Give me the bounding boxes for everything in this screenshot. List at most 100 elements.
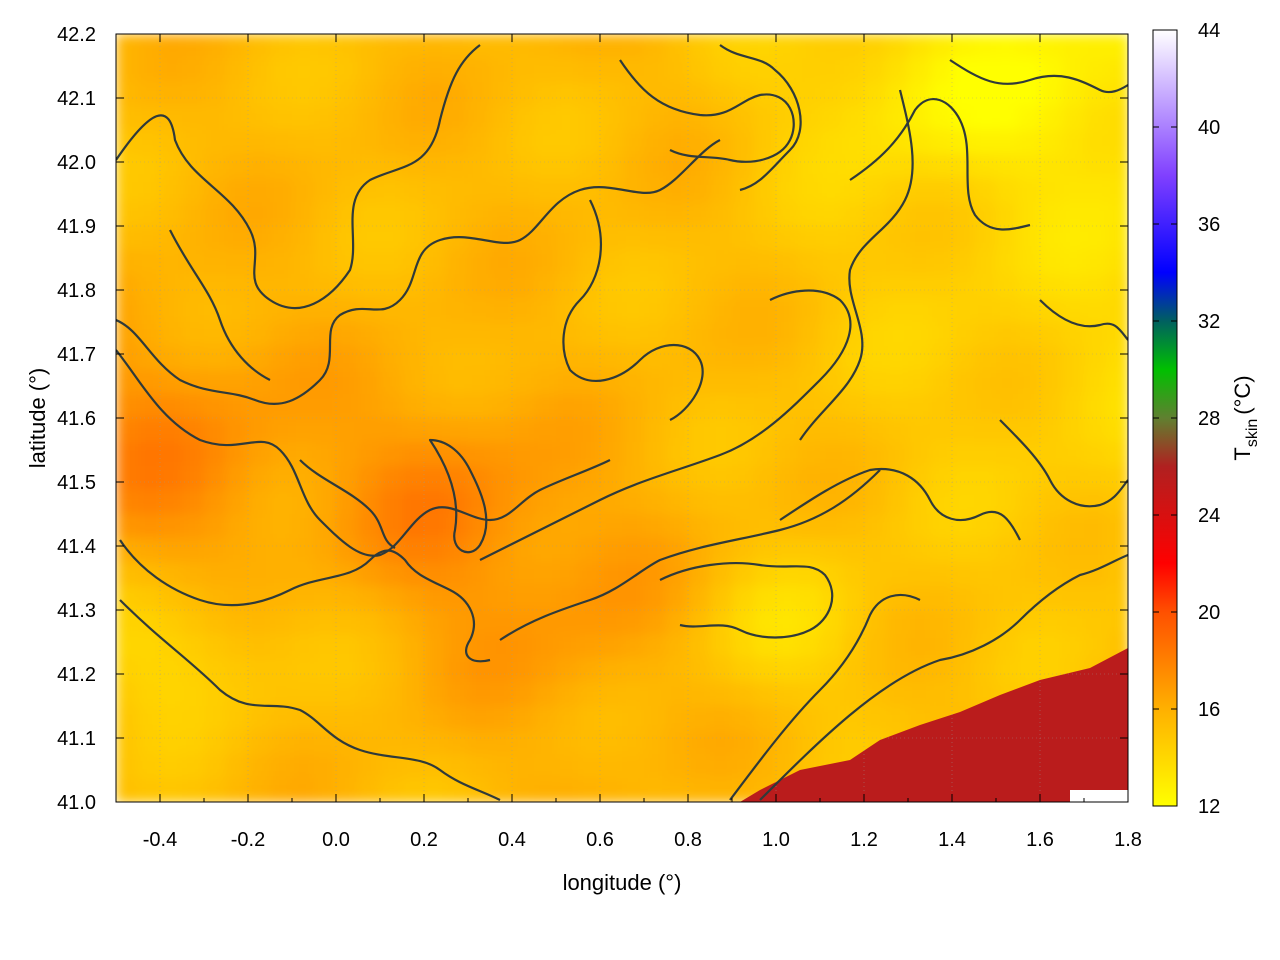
field-cell — [490, 730, 513, 755]
field-cell — [380, 754, 403, 779]
field-cell — [1084, 466, 1107, 491]
field-cell — [358, 226, 381, 251]
field-cell — [732, 514, 755, 539]
field-cell — [138, 346, 161, 371]
field-cell — [116, 706, 139, 731]
field-cell — [842, 586, 865, 611]
field-cell — [622, 514, 645, 539]
field-cell — [380, 514, 403, 539]
field-cell — [820, 106, 843, 131]
field-cell — [292, 346, 315, 371]
contour-line — [659, 562, 834, 639]
field-cell — [1018, 250, 1041, 275]
field-cell — [380, 274, 403, 299]
field-cell — [886, 58, 909, 83]
field-cell — [314, 394, 337, 419]
field-cell — [402, 778, 425, 802]
field-cell — [1106, 178, 1128, 203]
field-cell — [336, 106, 359, 131]
contour-line — [116, 349, 611, 557]
field-cell — [666, 490, 689, 515]
field-cell — [1084, 322, 1107, 347]
field-cell — [248, 778, 271, 802]
field-cell — [754, 754, 777, 779]
field-cell — [1084, 178, 1107, 203]
field-cell — [1084, 130, 1107, 155]
field-cell — [798, 586, 821, 611]
field-cell — [226, 274, 249, 299]
field-cell — [292, 154, 315, 179]
field-cell — [688, 178, 711, 203]
field-cell — [842, 490, 865, 515]
field-cell — [160, 298, 183, 323]
field-cell — [710, 298, 733, 323]
field-cell — [996, 298, 1019, 323]
field-cell — [908, 82, 931, 107]
field-cell — [776, 514, 799, 539]
field-cell — [138, 274, 161, 299]
field-cell — [116, 562, 139, 587]
field-cell — [578, 394, 601, 419]
field-cell — [754, 442, 777, 467]
field-cell — [182, 298, 205, 323]
field-cell — [424, 634, 447, 659]
field-cell — [556, 322, 579, 347]
field-cell — [1106, 34, 1128, 59]
field-cell — [952, 610, 975, 635]
field-cell — [556, 370, 579, 395]
field-cell — [336, 322, 359, 347]
field-cell — [622, 106, 645, 131]
field-cell — [336, 730, 359, 755]
field-cell — [248, 130, 271, 155]
field-cell — [600, 730, 623, 755]
field-cell — [182, 322, 205, 347]
field-cell — [820, 562, 843, 587]
field-cell — [710, 370, 733, 395]
x-axis-label: longitude (°) — [563, 870, 682, 895]
field-cell — [930, 154, 953, 179]
field-cell — [644, 226, 667, 251]
field-cell — [446, 394, 469, 419]
field-cell — [358, 610, 381, 635]
field-cell — [512, 778, 535, 802]
field-cell — [138, 730, 161, 755]
field-cell — [732, 442, 755, 467]
field-cell — [446, 250, 469, 275]
field-cell — [468, 754, 491, 779]
field-cell — [512, 130, 535, 155]
field-cell — [380, 226, 403, 251]
field-cell — [644, 682, 667, 707]
field-cell — [644, 418, 667, 443]
field-cell — [688, 754, 711, 779]
field-cell — [182, 154, 205, 179]
field-cell — [1018, 634, 1041, 659]
field-cell — [446, 730, 469, 755]
field-cell — [688, 202, 711, 227]
field-cell — [578, 754, 601, 779]
field-cell — [446, 346, 469, 371]
field-cell — [622, 250, 645, 275]
field-cell — [644, 730, 667, 755]
field-cell — [314, 130, 337, 155]
field-cell — [314, 226, 337, 251]
field-cell — [446, 82, 469, 107]
field-cell — [688, 274, 711, 299]
field-cell — [204, 658, 227, 683]
field-cell — [820, 130, 843, 155]
field-cell — [688, 778, 711, 802]
field-cell — [908, 418, 931, 443]
field-cell — [138, 418, 161, 443]
field-cell — [1062, 538, 1085, 563]
field-cell — [358, 154, 381, 179]
field-cell — [732, 706, 755, 731]
field-cell — [424, 370, 447, 395]
field-cell — [226, 466, 249, 491]
y-tick-label: 41.1 — [57, 728, 96, 750]
field-cell — [798, 298, 821, 323]
field-cell — [402, 490, 425, 515]
field-cell — [424, 274, 447, 299]
field-cell — [820, 34, 843, 59]
field-cell — [182, 466, 205, 491]
field-cell — [1040, 226, 1063, 251]
field-cell — [160, 154, 183, 179]
